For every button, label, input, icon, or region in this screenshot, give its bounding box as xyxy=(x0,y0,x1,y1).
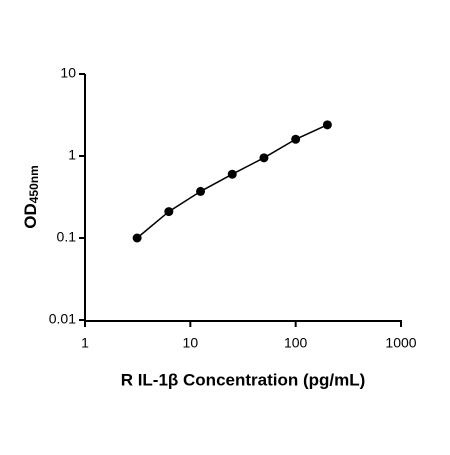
data-point xyxy=(259,153,269,163)
y-tick-label: 1 xyxy=(68,147,76,163)
y-axis-title-main: OD xyxy=(21,203,40,229)
data-point xyxy=(322,120,332,130)
data-point xyxy=(291,134,301,144)
y-tick-label: 10 xyxy=(60,65,76,81)
data-point xyxy=(164,207,174,217)
y-tick-label: 0.1 xyxy=(57,229,77,245)
y-axis-title: OD450nm xyxy=(21,165,41,229)
data-point xyxy=(132,233,142,243)
x-tick-label: 10 xyxy=(183,335,199,351)
x-tick-label: 1 xyxy=(81,335,89,351)
data-point xyxy=(227,169,237,179)
x-axis-title: R IL-1β Concentration (pg/mL) xyxy=(121,370,366,389)
x-tick-label: 1000 xyxy=(385,335,416,351)
data-point xyxy=(196,186,206,196)
y-axis-title-subscript: 450nm xyxy=(27,165,41,203)
x-tick-label: 100 xyxy=(284,335,308,351)
y-tick-label: 0.01 xyxy=(49,311,76,327)
